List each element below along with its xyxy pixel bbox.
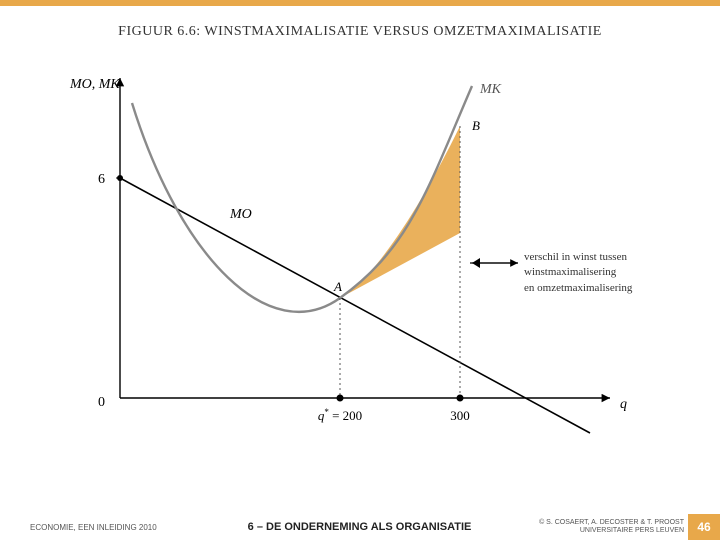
annot-arrow-head: [472, 258, 480, 268]
x-axis-label: q: [620, 397, 627, 412]
x-tick-300: 300: [450, 408, 470, 423]
x-tick-200: q* = 200: [318, 407, 362, 423]
mk-label: MK: [479, 82, 502, 97]
footer-mid: 6 – DE ONDERNEMING ALS ORGANISATIE: [180, 521, 539, 533]
footer-right: © S. COSAERT, A. DECOSTER & T. PROOST UN…: [539, 519, 688, 534]
annot-line2: winstmaximalisering: [524, 265, 632, 280]
annotation-text: verschil in winst tussen winstmaximalise…: [524, 250, 632, 296]
x-marker-200: [337, 395, 344, 402]
origin-label: 0: [98, 395, 105, 410]
footer-r2: UNIVERSITAIRE PERS LEUVEN: [539, 527, 684, 535]
mo-line: [120, 178, 590, 433]
footer: ECONOMIE, EEN INLEIDING 2010 6 – DE ONDE…: [0, 514, 720, 540]
footer-r1: © S. COSAERT, A. DECOSTER & T. PROOST: [539, 519, 684, 527]
point-b-label: B: [472, 118, 480, 133]
annot-line3: en omzetmaximalisering: [524, 281, 632, 296]
point-a-label: A: [333, 279, 342, 294]
slide-number: 46: [688, 514, 720, 540]
mo-label: MO: [229, 207, 252, 222]
figure-title: FIGUUR 6.6: WINSTMAXIMALISATIE VERSUS OM…: [0, 6, 720, 48]
shaded-region: [340, 126, 460, 298]
y-tick-6-label: 6: [98, 172, 105, 187]
x-marker-300: [457, 395, 464, 402]
chart-area: MO, MK q 6 0 MK MO A B q* = 200 300 vers…: [40, 48, 680, 468]
mk-curve: [132, 86, 472, 312]
footer-left: ECONOMIE, EEN INLEIDING 2010: [0, 523, 180, 532]
annot-line1: verschil in winst tussen: [524, 250, 632, 265]
y-axis-label: MO, MK: [69, 77, 120, 92]
